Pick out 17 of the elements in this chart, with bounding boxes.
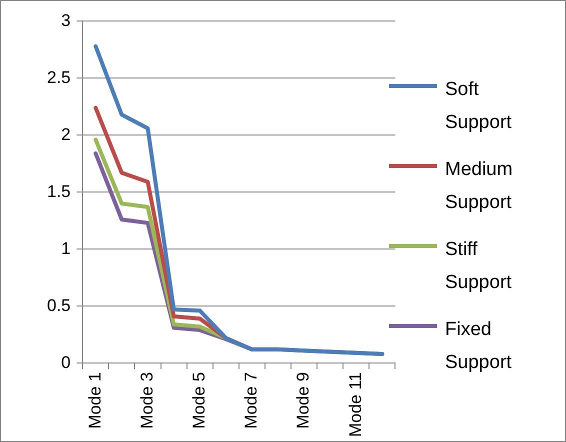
- x-tick-label: Mode 7: [242, 372, 261, 429]
- y-tick-label: 2.5: [46, 68, 71, 87]
- y-tick-label: 1: [61, 238, 71, 258]
- y-tick-label: 2: [61, 124, 71, 144]
- x-tick-label: Mode 9: [294, 372, 313, 429]
- y-tick-label: 0.5: [46, 296, 71, 315]
- x-tick-label: Mode 3: [137, 372, 156, 429]
- legend-label: Soft Support: [445, 78, 513, 135]
- legend-label: Stiff Support: [445, 238, 513, 295]
- y-tick-label: 0: [61, 352, 71, 372]
- x-tick-label: Mode 5: [190, 372, 209, 429]
- y-tick-label: 3: [61, 10, 71, 30]
- legend-label: Fixed Support: [445, 318, 513, 375]
- x-tick-label: Mode 1: [85, 372, 104, 429]
- x-tick-label: Mode 11: [346, 372, 365, 438]
- y-tick-label: 1.5: [46, 182, 71, 201]
- legend-label: Medium Support: [445, 158, 514, 215]
